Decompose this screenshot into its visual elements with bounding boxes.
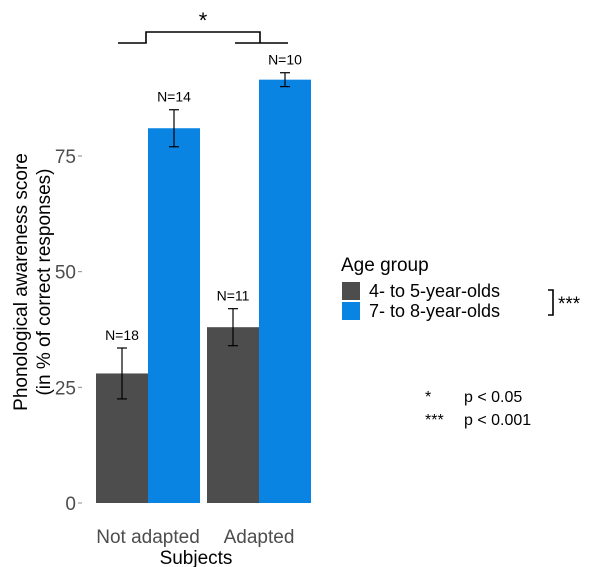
legend-significance: *** xyxy=(558,294,581,315)
bar xyxy=(259,79,311,503)
legend-swatch-4-5 xyxy=(342,282,360,300)
comparison-star: * xyxy=(199,8,208,33)
x-tick-label: Not adapted xyxy=(96,527,200,548)
sig-key-symbol-1: * xyxy=(425,389,431,406)
n-label: N=11 xyxy=(217,288,250,304)
sig-key-symbol-2: *** xyxy=(425,412,444,429)
bar xyxy=(148,128,200,504)
n-label: N=14 xyxy=(157,89,191,105)
bars xyxy=(96,79,311,504)
y-axis-label-line1: Phonological awareness score xyxy=(11,153,32,411)
y-tick-label: 25 xyxy=(55,378,76,399)
comparison-bracket-line xyxy=(118,31,288,44)
axis-ticks: 0 25 50 75 Not adapted Adapted xyxy=(55,147,295,548)
legend: Age group 4- to 5-year-olds 7- to 8-year… xyxy=(341,255,581,321)
axes: Phonological awareness score (in % of co… xyxy=(11,153,232,567)
legend-bracket xyxy=(548,289,554,316)
legend-label-4-5: 4- to 5-year-olds xyxy=(369,281,500,301)
n-label: N=10 xyxy=(268,52,302,68)
x-tick-label: Adapted xyxy=(224,527,295,548)
legend-label-7-8: 7- to 8-year-olds xyxy=(369,301,500,321)
y-tick-label: 75 xyxy=(55,147,76,168)
comparison-bracket: * xyxy=(118,8,288,44)
legend-title: Age group xyxy=(341,255,429,276)
x-axis-label: Subjects xyxy=(160,548,233,567)
legend-swatch-7-8 xyxy=(342,302,360,320)
error-bars xyxy=(117,72,290,400)
y-axis-label-line2: (in % of correct responses) xyxy=(34,168,55,395)
sig-key-text-2: p < 0.001 xyxy=(464,412,531,429)
n-label: N=18 xyxy=(105,327,139,343)
n-labels: N=18 N=11 N=14 N=10 xyxy=(105,52,302,343)
y-tick-label: 50 xyxy=(55,263,76,284)
bar xyxy=(207,327,259,503)
significance-key: * p < 0.05 *** p < 0.001 xyxy=(425,389,531,429)
y-tick-label: 0 xyxy=(65,494,76,515)
sig-key-text-1: p < 0.05 xyxy=(464,389,522,406)
